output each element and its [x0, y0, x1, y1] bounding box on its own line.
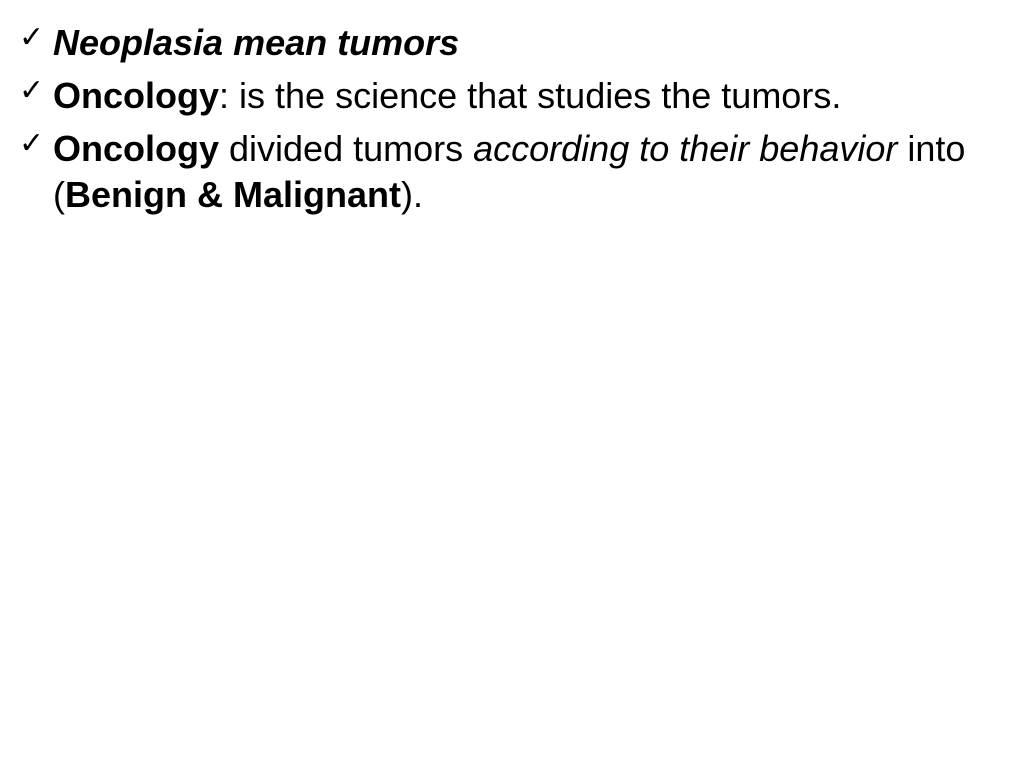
bullet-text: Oncology: [53, 128, 219, 169]
bullet-text: ).: [401, 174, 423, 215]
bullet-text: Oncology: [53, 75, 219, 116]
bullet-text: according to their behavior: [473, 128, 907, 169]
bullet-text: Benign & Malignant: [65, 174, 401, 215]
bullet-item: Oncology: is the science that studies th…: [15, 73, 1004, 120]
bullet-text: Neoplasia mean tumors: [53, 22, 459, 63]
bullet-list: Neoplasia mean tumors Oncology: is the s…: [15, 20, 1004, 219]
bullet-item: Oncology divided tumors according to the…: [15, 126, 1004, 220]
bullet-text: divided tumors: [219, 128, 473, 169]
bullet-text: : is the science that studies the tumors…: [219, 75, 841, 116]
bullet-item: Neoplasia mean tumors: [15, 20, 1004, 67]
